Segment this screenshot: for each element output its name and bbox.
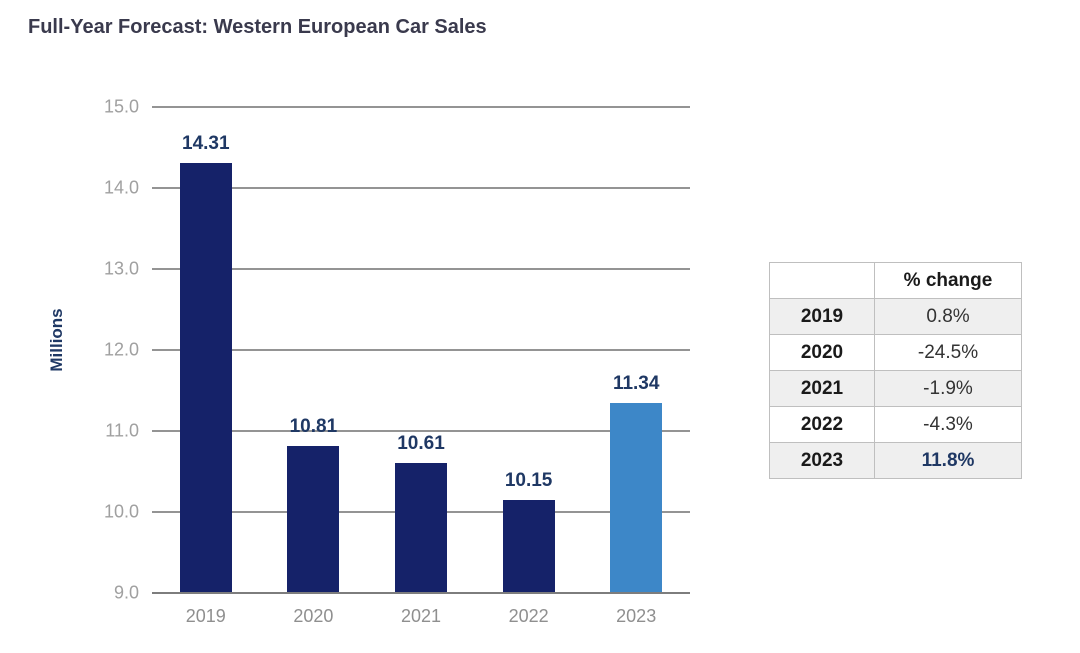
bar-2023: [610, 403, 663, 593]
year-cell: 2023: [769, 442, 875, 479]
y-tick-label: 12.0: [103, 339, 139, 360]
x-axis-line: [152, 592, 690, 594]
bar-2021: [395, 462, 447, 593]
gridline: [152, 430, 690, 432]
table-row-2022: 2022 -4.3%: [769, 406, 1022, 443]
data-label-2023: 11.34: [612, 373, 660, 395]
y-axis-title: Millions: [47, 308, 66, 372]
pct-change-cell: -24.5%: [874, 334, 1022, 371]
data-label-2021: 10.61: [397, 432, 445, 454]
pct-change-cell: 0.8%: [874, 298, 1022, 335]
pct-change-cell: -4.3%: [874, 406, 1022, 443]
gridline: [152, 268, 690, 270]
table-row-2023: 2023 11.8%: [769, 442, 1022, 479]
year-cell: 2020: [769, 334, 875, 371]
x-tick-label-2023: 2023: [616, 606, 657, 626]
y-tick-label: 9.0: [113, 582, 139, 603]
pct-change-cell: -1.9%: [874, 370, 1022, 407]
x-tick-label-2020: 2020: [293, 606, 334, 626]
gridline: [152, 349, 690, 351]
year-cell: 2019: [769, 298, 875, 335]
y-tick-label: 11.0: [105, 420, 139, 441]
table-row-2019: 2019 0.8%: [769, 298, 1022, 335]
gridline: [152, 187, 690, 189]
y-tick-label: 13.0: [103, 258, 139, 279]
x-tick-label-2021: 2021: [400, 606, 442, 626]
table-corner-cell: [769, 262, 875, 299]
data-label-2020: 10.81: [289, 416, 338, 438]
data-label-2022: 10.15: [504, 469, 553, 491]
x-tick-label-2019: 2019: [185, 606, 226, 626]
table-header-pct-change: % change: [874, 262, 1022, 299]
x-tick-label-2022: 2022: [508, 606, 549, 626]
bar-2022: [502, 499, 555, 593]
table-row-2020: 2020 -24.5%: [769, 334, 1022, 371]
y-tick-label: 10.0: [103, 501, 139, 522]
bar-2020: [287, 446, 340, 593]
year-cell: 2021: [769, 370, 875, 407]
bar-2019: [179, 162, 232, 593]
year-cell: 2022: [769, 406, 875, 443]
data-label-2019: 14.31: [182, 132, 230, 154]
table-header-row: % change: [769, 262, 1022, 299]
gridline: [152, 106, 690, 108]
y-tick-label: 14.0: [103, 177, 139, 198]
pct-change-cell: 11.8%: [874, 442, 1022, 479]
pct-change-table: % change 2019 0.8% 2020 -24.5% 2021 -1.9% 2022-…: [769, 262, 1022, 479]
chart-title: Full-Year Forecast: Western European Car…: [28, 16, 487, 38]
table-row-2021: 2021 -1.9%: [769, 370, 1022, 407]
y-tick-label: 15.0: [103, 96, 139, 117]
plot-area: 15.0 14.0 13.0 12.0 11.0 10.0 9.0 14.31 2019 10.8…: [104, 97, 690, 626]
